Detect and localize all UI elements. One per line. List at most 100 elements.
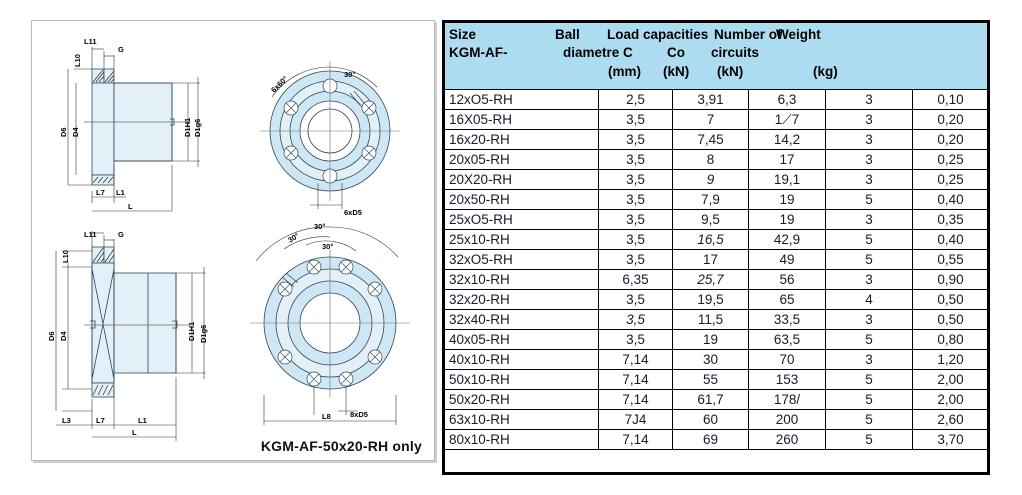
table-body: 12xO5-RH 2,5 3,91 6,3 3 0,10 16X05-RH 3,5 7 1⟋7 3 0… [444, 89, 990, 450]
cell-ball: 3,5 [598, 289, 673, 310]
table-row: 50x10-RH 7,14 55 153 5 2,00 [444, 369, 990, 390]
dim-label-D1H1: D1H1 [183, 118, 192, 137]
dim-label-L10-b: L10 [61, 250, 70, 263]
cell-ball: 3,5 [598, 309, 673, 330]
cell-co: 56 [748, 269, 826, 290]
dim-label-L7-b: L7 [96, 416, 105, 425]
table-row: 16X05-RH 3,5 7 1⟋7 3 0,20 [444, 109, 990, 130]
bottom-flange-face-drawing: 30° 30° 30° 8xD5 L8 [250, 222, 410, 425]
cell-weight: 0,50 [911, 289, 990, 310]
cell-weight: 2,00 [911, 389, 990, 410]
cell-co: 6,3 [748, 89, 826, 110]
cell-weight: 0,25 [911, 149, 990, 170]
header-weight: Weight [776, 27, 821, 42]
cell-weight: 0,40 [911, 189, 990, 210]
cell-ball: 3,5 [598, 249, 673, 270]
header-circ-unit: (kN) [717, 64, 744, 79]
drawing-caption: KGM-AF-50x20-RH only [260, 438, 422, 454]
cell-co: 49 [748, 249, 826, 270]
cell-c: 60 [672, 409, 749, 430]
dim-label-D4: D4 [71, 127, 80, 137]
specification-table: Size KGM-AF- Ball diametre C (mm) Load c… [443, 22, 990, 450]
cell-circuits: 3 [825, 309, 913, 330]
cell-circuits: 5 [825, 369, 913, 390]
cell-c: 7,9 [672, 189, 749, 210]
cell-c: 7 [672, 109, 749, 130]
cell-c: 11,5 [672, 309, 749, 330]
cell-circuits: 5 [825, 189, 913, 210]
cell-circuits: 4 [825, 289, 913, 310]
cell-circuits: 3 [825, 129, 913, 150]
cell-c: 3,91 [672, 89, 749, 110]
table-row: 25x10-RH 3,5 16,5 42,9 5 0,40 [444, 229, 990, 250]
table-row: 40x10-RH 7,14 30 70 3 1,20 [444, 349, 990, 370]
cell-size: 12xO5-RH [444, 89, 599, 110]
cell-size: 32x20-RH [444, 289, 599, 310]
cell-size: 16X05-RH [444, 109, 599, 130]
header-load: Load capacities [607, 27, 709, 42]
dim-label-L10: L10 [73, 54, 82, 67]
cell-weight: 0,25 [911, 169, 990, 190]
angle-label-30: 30° [344, 70, 355, 79]
cell-size: 40x05-RH [444, 329, 599, 350]
cell-circuits: 5 [825, 389, 913, 410]
cell-circuits: 3 [825, 149, 913, 170]
dim-label-L1-b: L1 [138, 416, 147, 425]
cell-size: 80x10-RH [444, 429, 599, 450]
header-circuits: circuits [711, 45, 760, 60]
table-header-row: Size KGM-AF- Ball diametre C (mm) Load c… [443, 22, 990, 90]
dim-label-L-b: L [132, 428, 137, 437]
cell-co: 65 [748, 289, 826, 310]
cell-ball: 3,5 [598, 109, 673, 130]
cell-size: 20x05-RH [444, 149, 599, 170]
cell-weight: 2,00 [911, 369, 990, 390]
cell-c: 9 [672, 169, 749, 190]
dim-label-D4-b: D4 [59, 331, 68, 341]
cell-size: 25x10-RH [444, 229, 599, 250]
cell-ball: 7,14 [598, 369, 673, 390]
cell-c: 25,7 [672, 269, 749, 290]
dim-label-L3: L3 [62, 416, 71, 425]
cell-ball: 7J4 [598, 409, 673, 430]
table-row: 32x10-RH 6,35 25,7 56 3 0,90 [444, 269, 990, 290]
table-row: 63x10-RH 7J4 60 200 5 2,60 [444, 409, 990, 430]
cell-weight: 0,20 [911, 109, 990, 130]
dim-label-D6-b: D6 [47, 331, 56, 341]
cell-weight: 1,20 [911, 349, 990, 370]
drawing-panel: L11 G L10 D6 D4 D1H1 D1g6 L7 L1 L [31, 20, 435, 461]
cell-circuits: 5 [825, 249, 913, 270]
cell-size: 20X20-RH [444, 169, 599, 190]
header-co-unit: (kN) [663, 64, 690, 79]
table-row: 80x10-RH 7,14 69 260 5 3,70 [444, 429, 990, 450]
dim-label-G-b: G [118, 230, 124, 239]
cell-weight: 0,50 [911, 309, 990, 330]
cell-c: 17 [672, 249, 749, 270]
cell-co: 63,5 [748, 329, 826, 350]
cell-size: 32x40-RH [444, 309, 599, 330]
cell-size: 32x10-RH [444, 269, 599, 290]
cell-co: 260 [748, 429, 826, 450]
table-row: 12xO5-RH 2,5 3,91 6,3 3 0,10 [444, 89, 990, 110]
header-co: Co [667, 45, 685, 60]
dim-label-D1g6-b: D1g6 [199, 325, 208, 343]
cell-c: 30 [672, 349, 749, 370]
cell-weight: 0,20 [911, 129, 990, 150]
dim-label-L8: L8 [322, 412, 331, 421]
cell-ball: 3,5 [598, 209, 673, 230]
cell-weight: 2,60 [911, 409, 990, 430]
dim-label-D1H1-b: D1H1 [187, 322, 196, 341]
dim-label-G: G [118, 45, 124, 54]
cell-ball: 2,5 [598, 89, 673, 110]
cell-co: 178/ [748, 389, 826, 410]
cell-circuits: 3 [825, 109, 913, 130]
dim-label-D6: D6 [59, 127, 68, 137]
header-ball-unit: (mm) [608, 64, 641, 79]
cell-ball: 3,5 [598, 129, 673, 150]
angle-label-30-b: 30° [314, 222, 325, 231]
dim-label-L: L [128, 202, 133, 211]
header-number: Number of [714, 27, 782, 42]
header-ball-sub: diametre C [563, 45, 633, 60]
header-size-sub: KGM-AF- [449, 45, 508, 60]
cell-size: 63x10-RH [444, 409, 599, 430]
dim-label-L1: L1 [116, 188, 125, 197]
